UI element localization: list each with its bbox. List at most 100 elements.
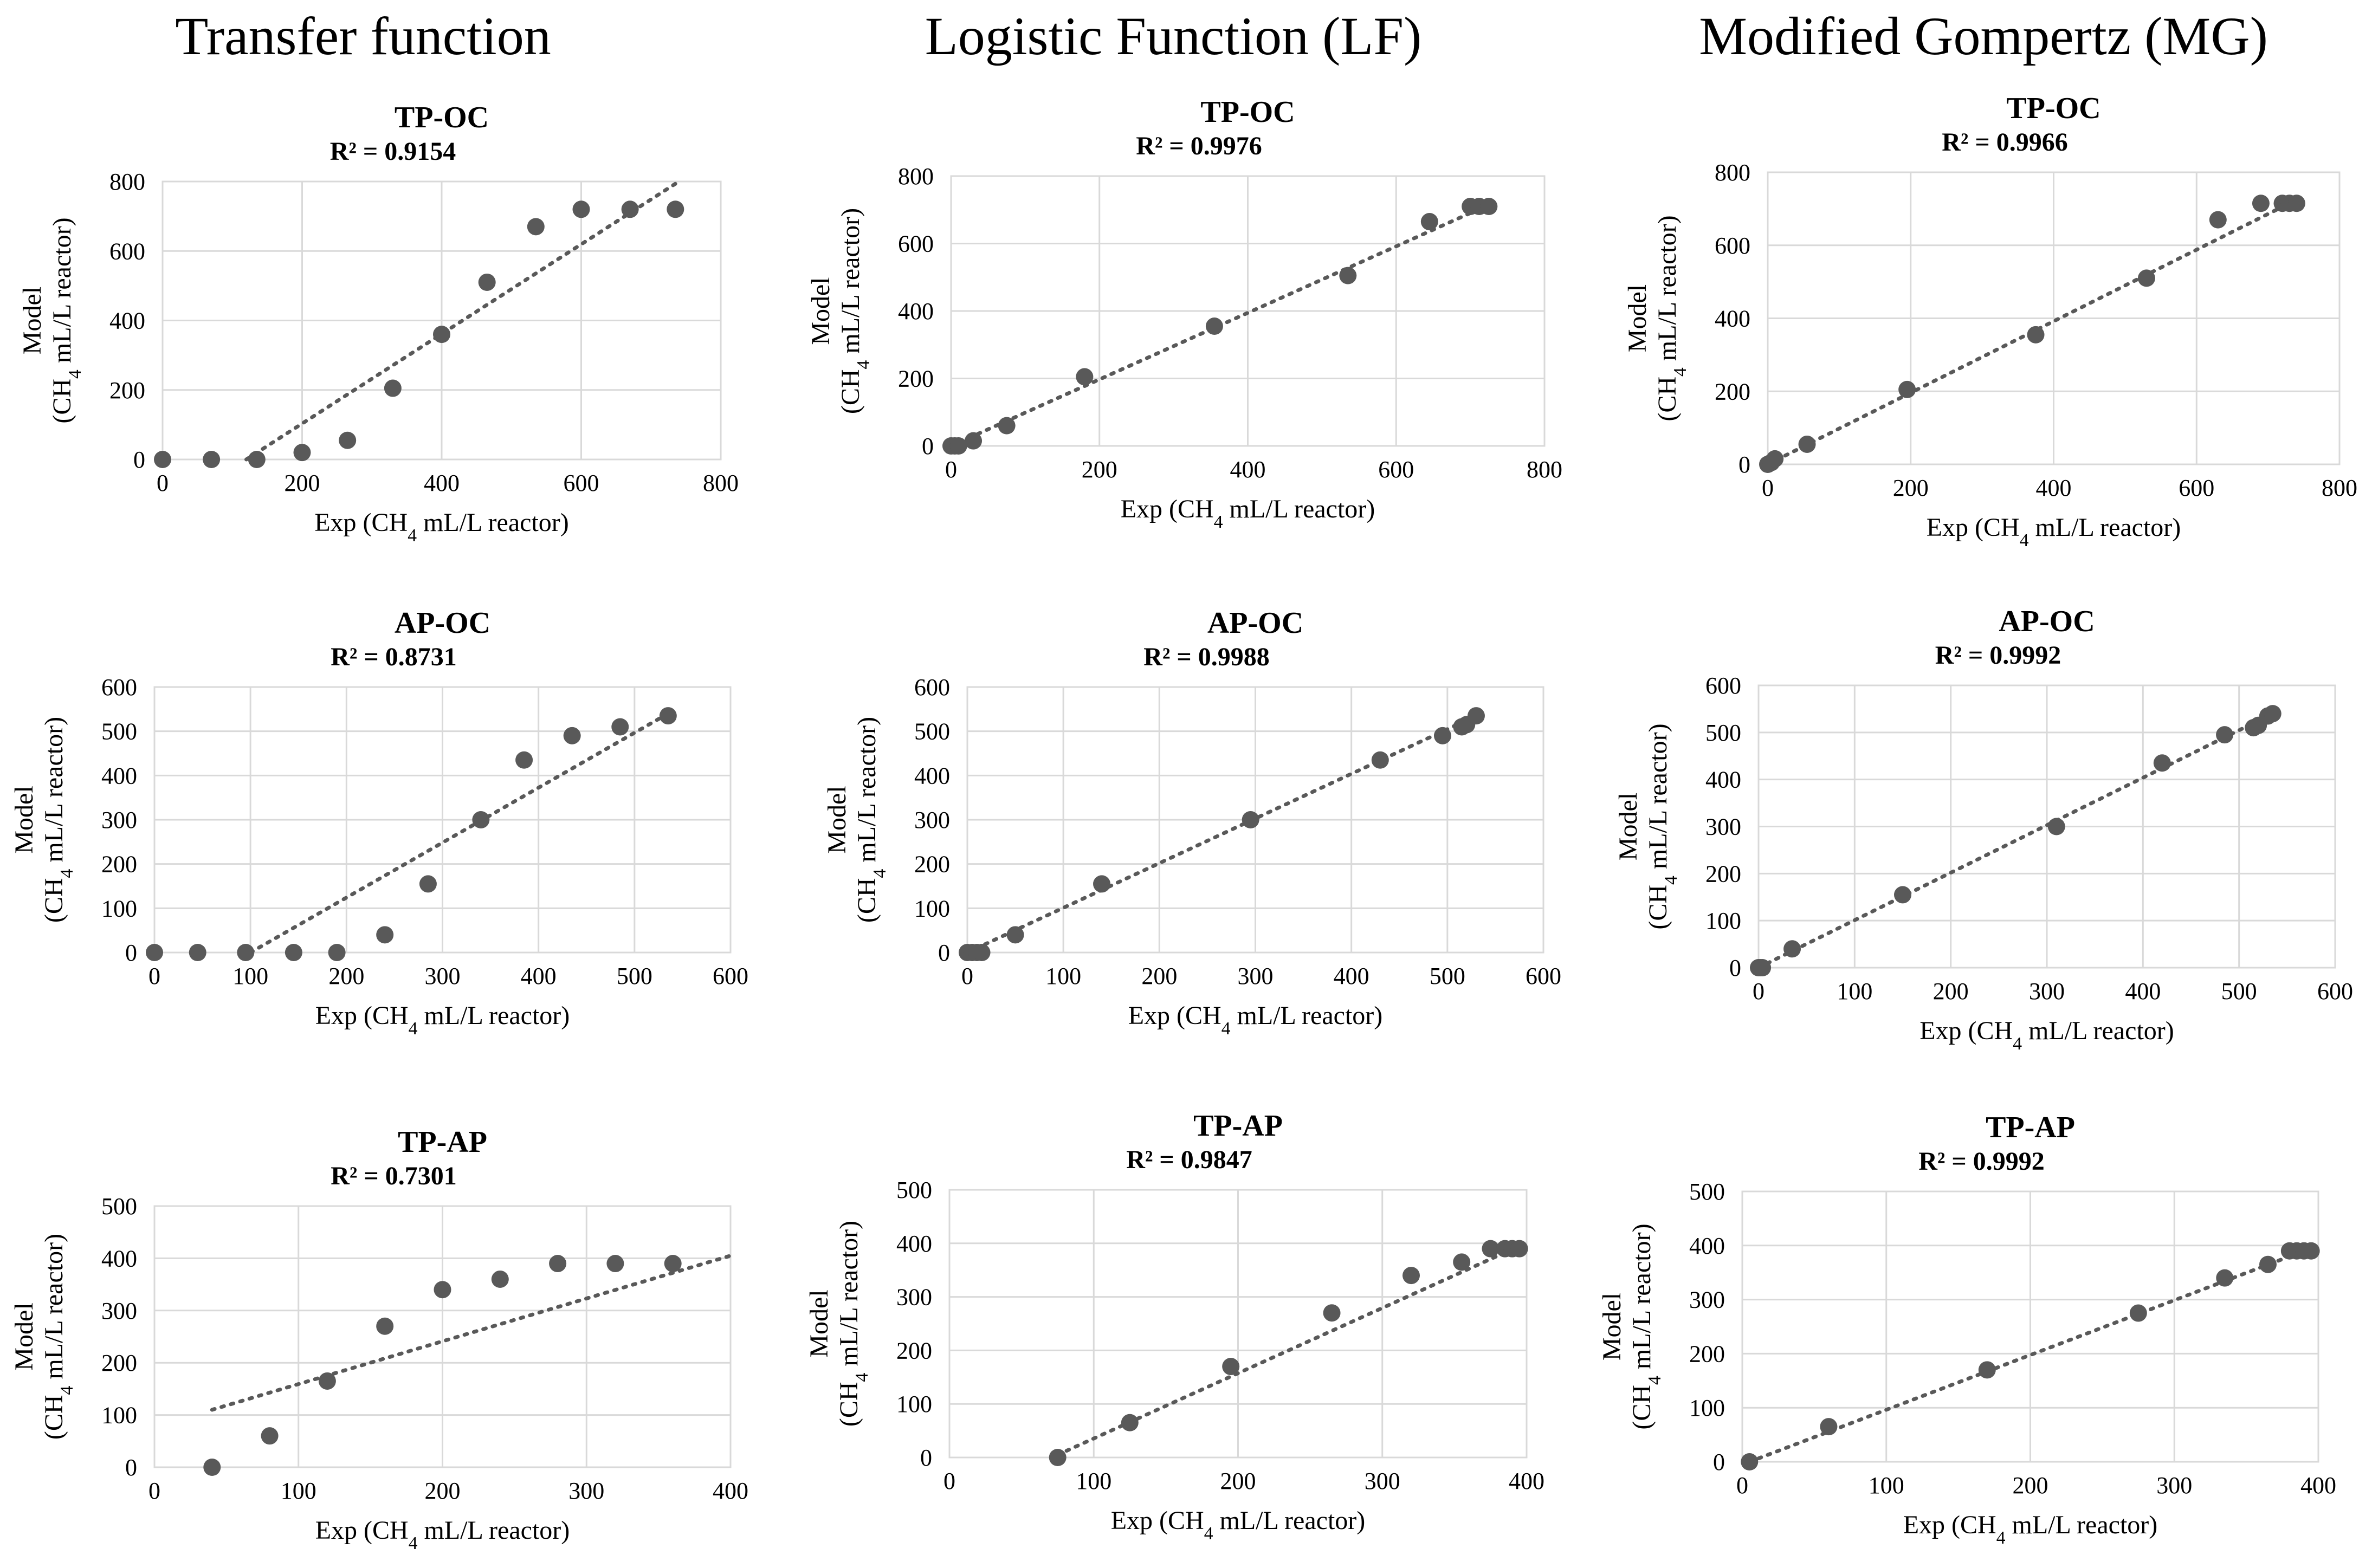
data-point [1402,1267,1420,1285]
data-point [1480,198,1498,216]
x-axis-label: Exp (CH4 mL/L reactor) [1919,1016,2174,1054]
data-point [1783,940,1801,958]
data-point [1121,1414,1139,1431]
y-tick-label: 500 [1689,1178,1725,1205]
x-tick-label: 0 [1762,475,1774,501]
y-tick-label: 500 [914,718,950,745]
y-axis-label: Model [10,786,38,853]
chart-title: TP-AP [1986,1111,2075,1144]
x-tick-label: 300 [1238,963,1274,989]
y-axis-label: (CH4 mL/L reactor) [40,717,77,923]
data-point [1754,959,1772,976]
data-point [1006,926,1024,944]
x-tick-label: 400 [424,470,460,496]
x-tick-label: 300 [1365,1468,1400,1494]
x-tick-label: 500 [1430,963,1465,989]
x-tick-label: 200 [2013,1472,2048,1499]
y-axis-label: (CH4 mL/L reactor) [1653,215,1690,421]
chart-title: TP-OC [395,101,489,134]
data-point [1433,727,1451,744]
column-header-logistic-function: Logistic Function (LF) [925,6,1422,66]
column-header-transfer-function: Transfer function [175,6,551,66]
r-squared-label: R² = 0.7301 [331,1162,456,1190]
data-point [1766,450,1784,468]
x-tick-label: 400 [1509,1468,1544,1494]
x-axis-label: Exp (CH4 mL/L reactor) [314,508,569,546]
chart-5: 0 100 200 300 400 500 600 0 100 200 300 400 500 600 AP… [823,606,1561,1039]
y-axis-label: Model [1614,793,1643,860]
data-point [376,1317,394,1335]
x-tick-label: 800 [2322,475,2357,501]
data-point [2027,326,2045,344]
y-tick-label: 0 [125,1454,137,1481]
y-tick-label: 400 [1705,767,1741,793]
y-tick-label: 400 [101,762,137,789]
data-point [285,944,302,961]
data-point [318,1372,336,1390]
x-tick-label: 100 [1837,978,1872,1005]
chart-title: AP-OC [1999,605,2095,638]
data-point [606,1255,624,1273]
r-squared-label: R² = 0.9976 [1136,132,1262,160]
x-tick-label: 400 [2300,1472,2336,1499]
data-point [339,431,357,449]
chart-6: 0 100 200 300 400 500 600 0 100 200 300 400 500 600 AP… [1614,605,2353,1054]
y-tick-label: 400 [1715,306,1750,332]
x-tick-label: 100 [1045,963,1081,989]
x-tick-label: 200 [425,1478,461,1504]
data-point [146,944,163,961]
data-point [549,1255,567,1273]
data-point [376,926,394,944]
x-tick-label: 0 [945,456,957,483]
y-tick-label: 0 [1738,451,1750,478]
data-point [472,811,490,828]
data-point [434,1281,451,1299]
data-point [1222,1358,1240,1376]
chart-title: AP-OC [1207,606,1303,640]
y-tick-label: 100 [914,895,950,922]
y-tick-label: 300 [101,807,137,833]
y-tick-label: 600 [101,674,137,701]
data-point [2216,726,2234,744]
chart-7: 0 100 200 300 400 0 100 200 300 400 500 TP-AP R² = 0… [10,1125,748,1553]
data-point [659,707,677,725]
data-point [1453,1253,1471,1271]
x-axis-label: Exp (CH4 mL/L reactor) [1903,1511,2158,1548]
data-point [2047,818,2065,835]
y-tick-label: 100 [1705,908,1741,934]
data-point [1371,751,1389,769]
data-point [384,379,402,397]
y-tick-label: 600 [914,674,950,701]
y-tick-label: 0 [133,446,145,473]
y-tick-label: 600 [109,238,145,264]
x-tick-label: 600 [713,963,748,989]
data-point [2153,754,2171,772]
x-tick-label: 0 [148,1478,160,1504]
y-tick-label: 100 [1689,1395,1725,1421]
x-tick-label: 100 [1869,1472,1904,1499]
data-point [2216,1269,2234,1287]
data-point [1510,1240,1528,1258]
y-tick-label: 0 [920,1444,932,1471]
data-point [563,727,581,744]
data-point [1323,1304,1341,1322]
r-squared-label: R² = 0.9966 [1942,128,2067,157]
y-tick-label: 100 [896,1391,932,1417]
data-point [491,1270,509,1288]
x-tick-label: 400 [521,963,557,989]
chart-9: 0 100 200 300 400 0 100 200 300 400 500 TP-AP R² = 0… [1598,1111,2336,1548]
trendline [1056,1244,1522,1457]
y-tick-label: 200 [914,851,950,878]
data-point [1820,1418,1838,1436]
x-tick-label: 600 [1526,963,1561,989]
trendline [965,714,1478,955]
data-point [237,944,255,961]
y-tick-label: 500 [896,1177,932,1203]
x-tick-label: 0 [943,1468,955,1494]
r-squared-label: R² = 0.9988 [1143,643,1269,671]
x-tick-label: 0 [961,963,973,989]
data-point [1339,267,1357,284]
y-tick-label: 200 [101,1350,137,1376]
data-point [1894,886,1911,904]
